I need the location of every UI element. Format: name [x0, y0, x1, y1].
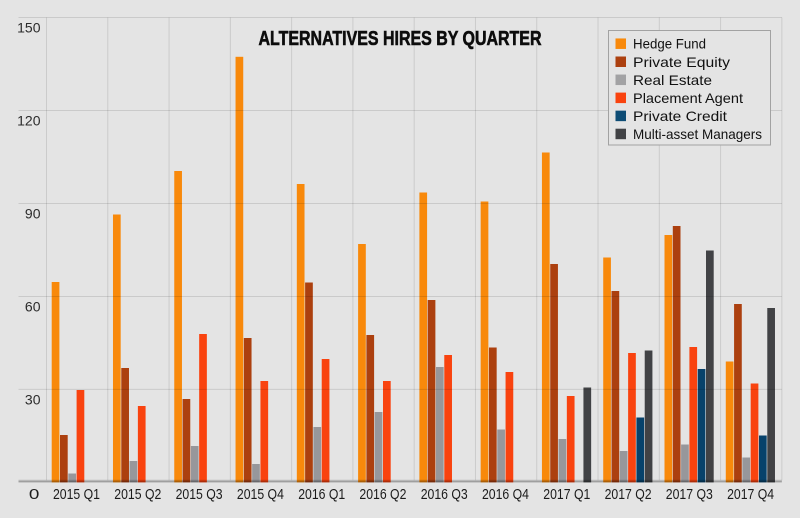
svg-text:0: 0: [29, 487, 40, 503]
svg-text:150: 150: [17, 20, 41, 36]
svg-text:2017 Q2: 2017 Q2: [605, 487, 652, 503]
svg-text:Multi-asset Managers: Multi-asset Managers: [633, 126, 762, 142]
svg-text:2017 Q3: 2017 Q3: [666, 487, 713, 503]
svg-text:2015 Q3: 2015 Q3: [176, 487, 223, 503]
svg-text:2017 Q1: 2017 Q1: [543, 487, 590, 503]
svg-text:Real Estate: Real Estate: [633, 72, 712, 88]
svg-text:2016 Q1: 2016 Q1: [298, 487, 345, 503]
svg-text:Placement Agent: Placement Agent: [633, 90, 743, 106]
svg-text:2017 Q4: 2017 Q4: [727, 487, 774, 503]
svg-text:2015 Q1: 2015 Q1: [53, 487, 100, 503]
svg-text:Hedge Fund: Hedge Fund: [633, 36, 706, 52]
svg-text:2015 Q2: 2015 Q2: [114, 487, 161, 503]
svg-text:30: 30: [25, 391, 41, 407]
svg-text:60: 60: [25, 298, 41, 314]
svg-text:ALTERNATIVES HIRES BY QUARTER: ALTERNATIVES HIRES BY QUARTER: [259, 28, 542, 50]
svg-text:90: 90: [25, 206, 41, 222]
svg-text:Private Equity: Private Equity: [633, 54, 730, 70]
svg-text:2016 Q4: 2016 Q4: [482, 487, 529, 503]
svg-text:2016 Q2: 2016 Q2: [359, 487, 406, 503]
svg-text:2015 Q4: 2015 Q4: [237, 487, 284, 503]
svg-text:2016 Q3: 2016 Q3: [421, 487, 468, 503]
svg-text:120: 120: [17, 113, 41, 129]
svg-text:Private Credit: Private Credit: [633, 108, 727, 124]
